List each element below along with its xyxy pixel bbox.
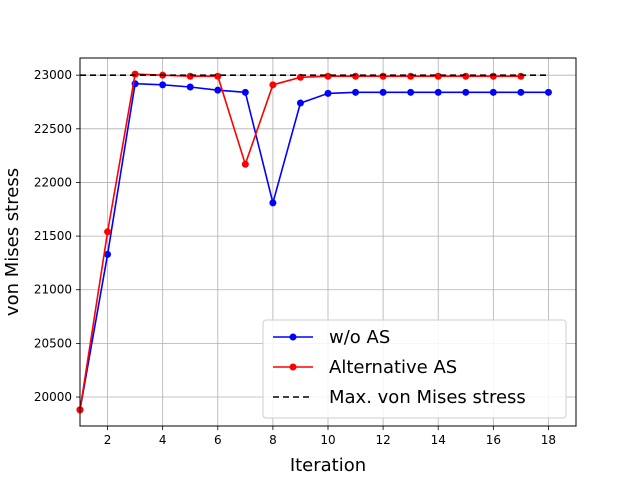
legend-label-0: w/o AS — [329, 327, 390, 348]
data-point — [241, 88, 249, 96]
data-point — [186, 72, 194, 80]
y-axis-label: von Mises stress — [2, 168, 23, 316]
legend-label-1: Alternative AS — [329, 357, 457, 378]
data-point — [489, 88, 497, 96]
x-tick-label: 6 — [214, 433, 222, 447]
data-point — [379, 88, 387, 96]
y-tick-label: 21500 — [34, 229, 72, 243]
data-point — [104, 228, 112, 236]
ticks: 2 4 6 8 10 12 14 16 18 20000 20500 21000 21500 22000 2… — [34, 68, 556, 447]
x-tick-label: 18 — [541, 433, 556, 447]
legend-label-2: Max. von Mises stress — [329, 387, 526, 408]
data-point — [407, 72, 415, 80]
x-tick-label: 14 — [431, 433, 446, 447]
data-point — [544, 88, 552, 96]
data-point — [434, 72, 442, 80]
x-tick-label: 8 — [269, 433, 277, 447]
data-point — [462, 72, 470, 80]
data-point — [214, 72, 222, 80]
y-tick-label: 22000 — [34, 175, 72, 189]
legend-box — [262, 319, 567, 419]
data-point — [462, 88, 470, 96]
x-tick-label: 10 — [320, 433, 335, 447]
y-tick-label: 20000 — [34, 390, 72, 404]
data-point — [434, 88, 442, 96]
x-tick-label: 16 — [486, 433, 501, 447]
legend-marker-0 — [289, 333, 297, 341]
data-point — [324, 72, 332, 80]
data-point — [104, 250, 112, 258]
data-point — [159, 81, 167, 89]
data-point — [269, 81, 277, 89]
data-point — [214, 86, 222, 94]
y-tick-label: 20500 — [34, 336, 72, 350]
data-point — [379, 72, 387, 80]
series-layer — [76, 70, 552, 414]
data-point — [131, 70, 139, 78]
x-axis-label: Iteration — [290, 455, 366, 476]
y-tick-label: 23000 — [34, 68, 72, 82]
series-line-0 — [79, 82, 549, 411]
data-point — [352, 72, 360, 80]
data-point — [269, 199, 277, 207]
data-point — [517, 72, 525, 80]
legend: w/o AS Alternative AS Max. von Mises stres… — [262, 319, 567, 419]
x-tick-label: 12 — [375, 433, 390, 447]
data-point — [296, 99, 304, 107]
data-point — [489, 72, 497, 80]
data-point — [517, 88, 525, 96]
legend-marker-1 — [289, 363, 297, 371]
data-point — [407, 88, 415, 96]
y-tick-label: 22500 — [34, 122, 72, 136]
x-tick-label: 4 — [159, 433, 167, 447]
x-tick-label: 2 — [104, 433, 112, 447]
data-point — [241, 160, 249, 168]
data-point — [352, 88, 360, 96]
data-point — [186, 83, 194, 91]
y-tick-label: 21000 — [34, 283, 72, 297]
data-point — [324, 89, 332, 97]
